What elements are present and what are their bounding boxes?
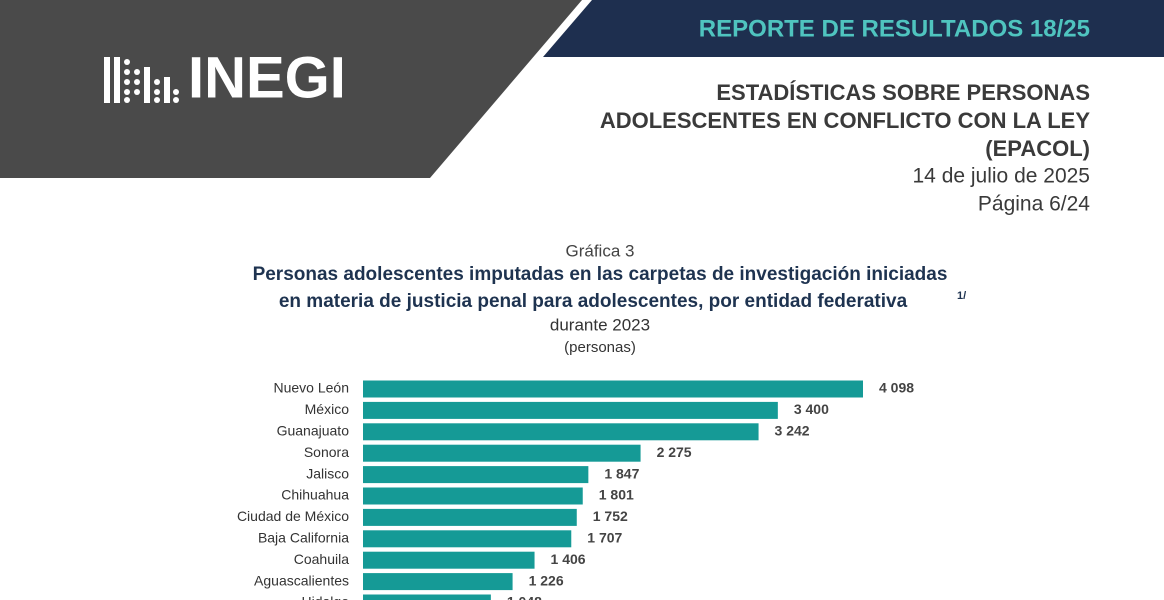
category-label: Jalisco bbox=[306, 465, 349, 481]
report-date: 14 de julio de 2025 bbox=[913, 165, 1091, 188]
bar bbox=[363, 444, 641, 462]
category-label: Baja California bbox=[258, 530, 349, 546]
category-label: Nuevo León bbox=[273, 380, 349, 396]
bar bbox=[363, 466, 589, 484]
category-label: Coahuila bbox=[294, 551, 349, 567]
bar bbox=[363, 508, 577, 526]
header-band bbox=[0, 0, 582, 178]
category-label: Hidalgo bbox=[302, 594, 350, 600]
report-title: ADOLESCENTES EN CONFLICTO CON LA LEY bbox=[600, 108, 1090, 133]
category-label: Sonora bbox=[304, 444, 349, 460]
bar bbox=[363, 573, 513, 591]
report-band bbox=[543, 0, 1164, 57]
chart-title: en materia de justicia penal para adoles… bbox=[279, 291, 908, 312]
chart-unit: (personas) bbox=[564, 339, 636, 356]
bar bbox=[363, 594, 491, 600]
bar bbox=[363, 487, 583, 505]
bar bbox=[363, 530, 572, 548]
chart-caption: Gráfica 3 bbox=[566, 241, 635, 260]
value-label: 1 801 bbox=[599, 487, 634, 503]
report-number: REPORTE DE RESULTADOS 18/25 bbox=[699, 15, 1090, 42]
logo-icon bbox=[104, 57, 179, 103]
value-label: 3 400 bbox=[794, 401, 829, 417]
value-label: 1 406 bbox=[551, 551, 586, 567]
bar bbox=[363, 401, 778, 419]
title-note: 1/ bbox=[957, 290, 966, 302]
value-label: 4 098 bbox=[879, 380, 914, 396]
bar bbox=[363, 380, 863, 398]
category-label: México bbox=[305, 401, 350, 417]
chart-subtitle: durante 2023 bbox=[550, 315, 650, 334]
bar bbox=[363, 551, 535, 569]
logo-text: INEGI bbox=[188, 45, 346, 110]
report-title: ESTADÍSTICAS SOBRE PERSONAS bbox=[716, 80, 1090, 105]
value-label: 1 707 bbox=[587, 530, 622, 546]
chart-title: Personas adolescentes imputadas en las c… bbox=[253, 264, 948, 285]
category-label: Aguascalientes bbox=[254, 572, 349, 588]
category-label: Chihuahua bbox=[281, 487, 349, 503]
bar bbox=[363, 423, 759, 441]
value-label: 1 048 bbox=[507, 594, 542, 600]
value-label: 1 752 bbox=[593, 508, 628, 524]
value-label: 2 275 bbox=[657, 444, 692, 460]
report-title: (EPACOL) bbox=[985, 136, 1090, 161]
value-label: 1 847 bbox=[604, 465, 639, 481]
value-label: 3 242 bbox=[775, 423, 810, 439]
value-label: 1 226 bbox=[529, 572, 564, 588]
page-number: Página 6/24 bbox=[978, 193, 1090, 216]
category-label: Guanajuato bbox=[277, 423, 350, 439]
category-label: Ciudad de México bbox=[237, 508, 349, 524]
